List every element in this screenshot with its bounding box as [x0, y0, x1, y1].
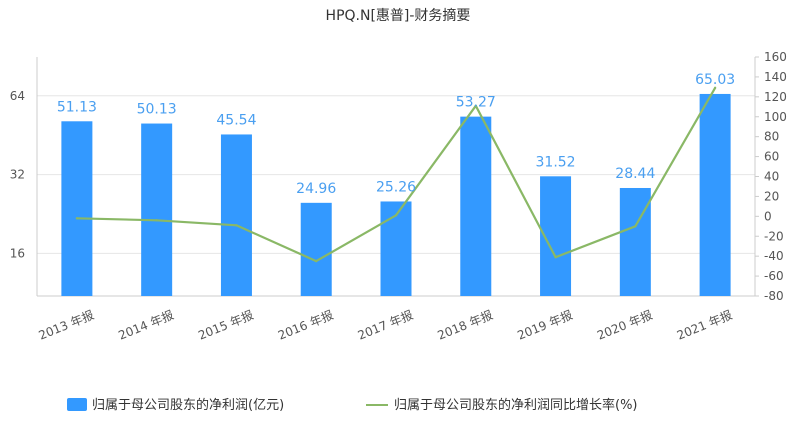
- bar: [619, 187, 651, 296]
- growth-point: [315, 259, 318, 263]
- growth-line: [75, 86, 717, 263]
- bar-value-label: 24.96: [296, 181, 336, 197]
- growth-point: [713, 86, 717, 90]
- x-tick-label: 2015 年报: [196, 307, 256, 343]
- y-right-tick-label: 0: [764, 209, 772, 223]
- y-right-tick-label: 60: [764, 150, 779, 164]
- x-tick-label: 2013 年报: [36, 307, 96, 343]
- x-tick-label: 2016 年报: [276, 307, 336, 343]
- growth-point: [394, 214, 398, 217]
- bar-value-label: 45.54: [216, 112, 256, 128]
- y-left-tick-label: 32: [10, 168, 25, 182]
- x-tick-label: 2020 年报: [595, 307, 655, 343]
- bar-value-label: 51.13: [57, 99, 97, 115]
- bar: [61, 121, 93, 297]
- growth-point: [75, 217, 79, 220]
- growth-point: [634, 225, 637, 228]
- growth-point: [235, 224, 238, 227]
- y-right-tick-label: 20: [764, 189, 779, 203]
- bar: [220, 134, 252, 296]
- data-labels: 51.13 50.13 45.54 24.96 25.26 53.27 31.52 28.44…: [57, 72, 735, 197]
- bar: [300, 202, 332, 296]
- legend[interactable]: 归属于母公司股东的净利润(亿元) 归属于母公司股东的净利润同比增长率(%): [67, 397, 638, 413]
- y-right-tick-label: -80: [764, 289, 784, 303]
- growth-point: [155, 219, 158, 222]
- bar: [141, 123, 173, 296]
- y-left-tick-label: 16: [10, 246, 25, 260]
- y-right-tick-label: -40: [764, 249, 784, 263]
- y-right-tick-label: 80: [764, 130, 779, 144]
- bar-value-label: 28.44: [615, 166, 655, 182]
- x-axis-ticks: 2013 年报 2014 年报 2015 年报 2016 年报 2017 年报 2018 …: [36, 307, 734, 343]
- x-tick-label: 2018 年报: [435, 307, 495, 343]
- bar-value-label: 53.27: [456, 95, 496, 111]
- y-right-tick-label: 40: [764, 170, 779, 184]
- bar-value-label: 50.13: [137, 102, 177, 118]
- legend-bar-label[interactable]: 归属于母公司股东的净利润(亿元): [92, 397, 284, 413]
- y-right-tick-label: -20: [764, 229, 784, 243]
- bar: [460, 116, 492, 296]
- legend-bar-swatch[interactable]: [67, 398, 87, 411]
- y-right-tick-label: -60: [764, 269, 784, 283]
- chart-title: HPQ.N[惠普]-财务摘要: [326, 7, 471, 24]
- bar-value-label: 31.52: [536, 154, 576, 170]
- bar: [699, 93, 731, 296]
- growth-point: [554, 255, 557, 259]
- bars: [61, 93, 731, 297]
- y-right-tick-label: 100: [764, 110, 787, 124]
- growth-point: [474, 104, 477, 107]
- bar-value-label: 25.26: [376, 179, 416, 195]
- x-tick-label: 2017 年报: [355, 307, 415, 343]
- legend-line-label[interactable]: 归属于母公司股东的净利润同比增长率(%): [394, 397, 638, 413]
- y-left-tick-label: 64: [10, 89, 25, 103]
- y-right-tick-label: 160: [764, 50, 787, 64]
- bar-value-label: 65.03: [695, 72, 735, 88]
- x-tick-label: 2021 年报: [675, 307, 735, 343]
- x-tick-label: 2014 年报: [116, 307, 176, 343]
- y-right-tick-label: 120: [764, 90, 787, 104]
- x-tick-label: 2019 年报: [515, 307, 575, 343]
- y-right-tick-label: 140: [764, 70, 787, 84]
- bar: [380, 201, 412, 296]
